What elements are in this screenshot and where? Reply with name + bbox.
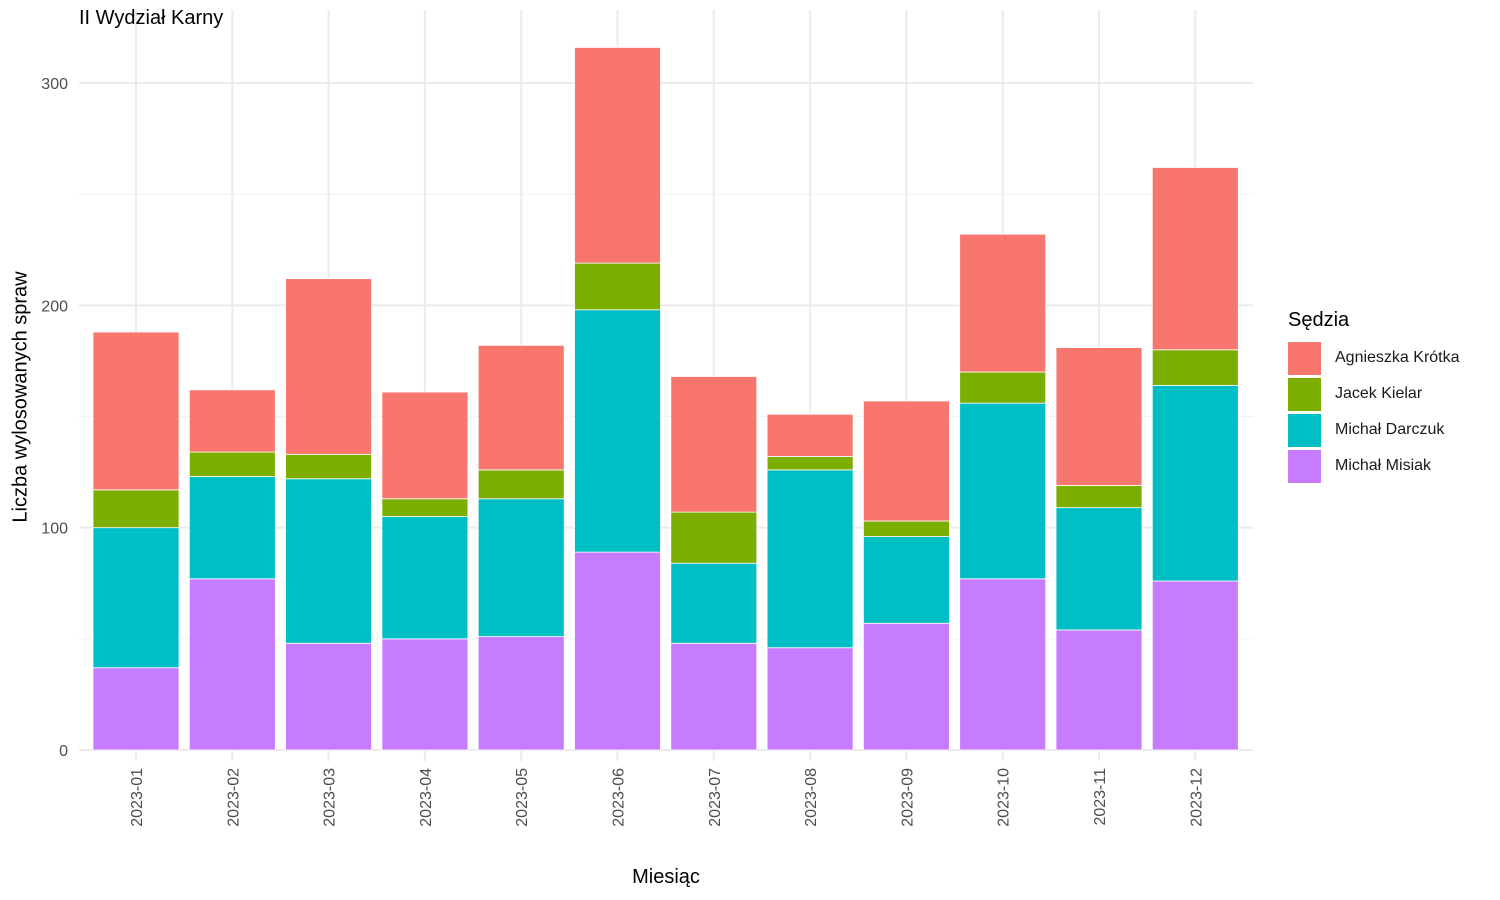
bar-2023-04-jacek-kielar: [381, 498, 469, 517]
legend-item: Michał Darczuk: [1288, 412, 1460, 448]
bar-2023-05-jacek-kielar: [477, 469, 565, 500]
bar-2023-07-agnieszka-krótka: [670, 376, 758, 513]
x-tick-labels: 2023-01 2023-02 2023-03 2023-04 2023-05 2023-…: [129, 768, 1205, 827]
x-tick-label: 2023-12: [1188, 768, 1205, 827]
x-tick-label: 2023-07: [707, 768, 724, 827]
bar-2023-08-agnieszka-krótka: [766, 413, 854, 457]
x-tick-label: 2023-06: [611, 768, 628, 827]
bar-2023-01-michał-darczuk: [92, 527, 180, 669]
bar-2023-05-michał-darczuk: [477, 498, 565, 638]
legend-label: Jacek Kielar: [1335, 385, 1423, 402]
bars: [92, 47, 1239, 751]
legend-label: Michał Darczuk: [1335, 421, 1445, 438]
x-tick-label: 2023-08: [803, 768, 820, 827]
y-tick-label: 300: [41, 76, 68, 93]
bar-2023-01-jacek-kielar: [92, 489, 180, 529]
bar-2023-03-jacek-kielar: [285, 453, 373, 480]
y-tick-label: 0: [59, 743, 68, 760]
y-axis-label: Liczba wylosowanych spraw: [9, 271, 32, 523]
y-tick-label: 100: [41, 521, 68, 538]
x-tick-label: 2023-04: [418, 768, 435, 827]
x-tick-label: 2023-11: [1092, 768, 1109, 826]
x-tick-label: 2023-10: [996, 768, 1013, 827]
legend-title: Sędzia: [1288, 309, 1350, 331]
bar-2023-09-michał-misiak: [863, 622, 950, 751]
y-tick-labels: 0 100 200 300: [41, 76, 68, 760]
x-tick-label: 2023-05: [514, 768, 531, 827]
x-tick-label: 2023-01: [129, 768, 146, 827]
bar-2023-12-michał-darczuk: [1151, 384, 1239, 582]
bar-2023-09-jacek-kielar: [863, 520, 950, 537]
x-tick-label: 2023-03: [322, 768, 339, 827]
bar-2023-09-agnieszka-krótka: [863, 400, 950, 522]
bar-2023-02-michał-misiak: [188, 578, 276, 751]
legend-key: [1288, 449, 1321, 483]
bar-2023-03-michał-misiak: [285, 642, 373, 751]
bar-2023-06-agnieszka-krótka: [574, 47, 661, 264]
legend-key: [1288, 413, 1321, 447]
chart-title: II Wydział Karny: [79, 7, 224, 29]
x-tick-label: 2023-09: [899, 768, 916, 827]
bar-2023-08-michał-darczuk: [766, 469, 854, 649]
bar-2023-01-agnieszka-krótka: [92, 331, 180, 491]
bar-2023-03-michał-darczuk: [285, 478, 373, 644]
bar-2023-02-agnieszka-krótka: [188, 389, 276, 453]
bar-2023-05-agnieszka-krótka: [477, 344, 565, 471]
legend: Sędzia Agnieszka Krótka Jacek Kielar Micha…: [1288, 309, 1460, 484]
legend-items: Agnieszka Krótka Jacek Kielar Michał Darcz…: [1288, 340, 1460, 484]
x-axis-label: Miesiąc: [632, 866, 700, 888]
bar-2023-06-michał-misiak: [574, 551, 661, 751]
bar-2023-10-michał-darczuk: [959, 402, 1047, 580]
bar-2023-03-agnieszka-krótka: [285, 278, 373, 455]
bar-2023-10-agnieszka-krótka: [959, 233, 1047, 373]
bar-2023-08-michał-misiak: [766, 647, 854, 751]
legend-item: Jacek Kielar: [1288, 376, 1460, 412]
bar-2023-12-michał-misiak: [1151, 580, 1239, 751]
legend-key: [1288, 341, 1321, 375]
bar-2023-06-michał-darczuk: [574, 309, 661, 553]
legend-item: Michał Misiak: [1288, 448, 1460, 484]
bar-2023-09-michał-darczuk: [863, 536, 950, 624]
legend-key: [1288, 377, 1321, 411]
bar-2023-11-michał-misiak: [1055, 629, 1143, 751]
bar-2023-11-agnieszka-krótka: [1055, 347, 1143, 486]
bar-2023-07-michał-misiak: [670, 642, 758, 751]
bar-2023-12-agnieszka-krótka: [1151, 167, 1239, 351]
bar-2023-11-jacek-kielar: [1055, 485, 1143, 509]
bar-2023-04-agnieszka-krótka: [381, 391, 469, 500]
bar-2023-07-jacek-kielar: [670, 511, 758, 564]
bar-2023-11-michał-darczuk: [1055, 507, 1143, 631]
legend-item: Agnieszka Krótka: [1288, 340, 1460, 376]
y-tick-label: 200: [41, 298, 68, 315]
bar-2023-02-michał-darczuk: [188, 476, 276, 580]
bar-2023-05-michał-misiak: [477, 636, 565, 751]
bar-2023-10-jacek-kielar: [959, 371, 1047, 404]
bar-2023-07-michał-darczuk: [670, 562, 758, 644]
bar-2023-06-jacek-kielar: [574, 262, 661, 311]
bar-2023-01-michał-misiak: [92, 667, 180, 751]
bar-2023-08-jacek-kielar: [766, 456, 854, 471]
legend-label: Michał Misiak: [1335, 457, 1432, 474]
bar-2023-04-michał-misiak: [381, 638, 469, 751]
bar-2023-10-michał-misiak: [959, 578, 1047, 751]
bar-2023-12-jacek-kielar: [1151, 349, 1239, 386]
bar-2023-04-michał-darczuk: [381, 516, 469, 640]
bar-2023-02-jacek-kielar: [188, 451, 276, 477]
x-tick-label: 2023-02: [225, 768, 242, 827]
legend-label: Agnieszka Krótka: [1335, 349, 1460, 366]
